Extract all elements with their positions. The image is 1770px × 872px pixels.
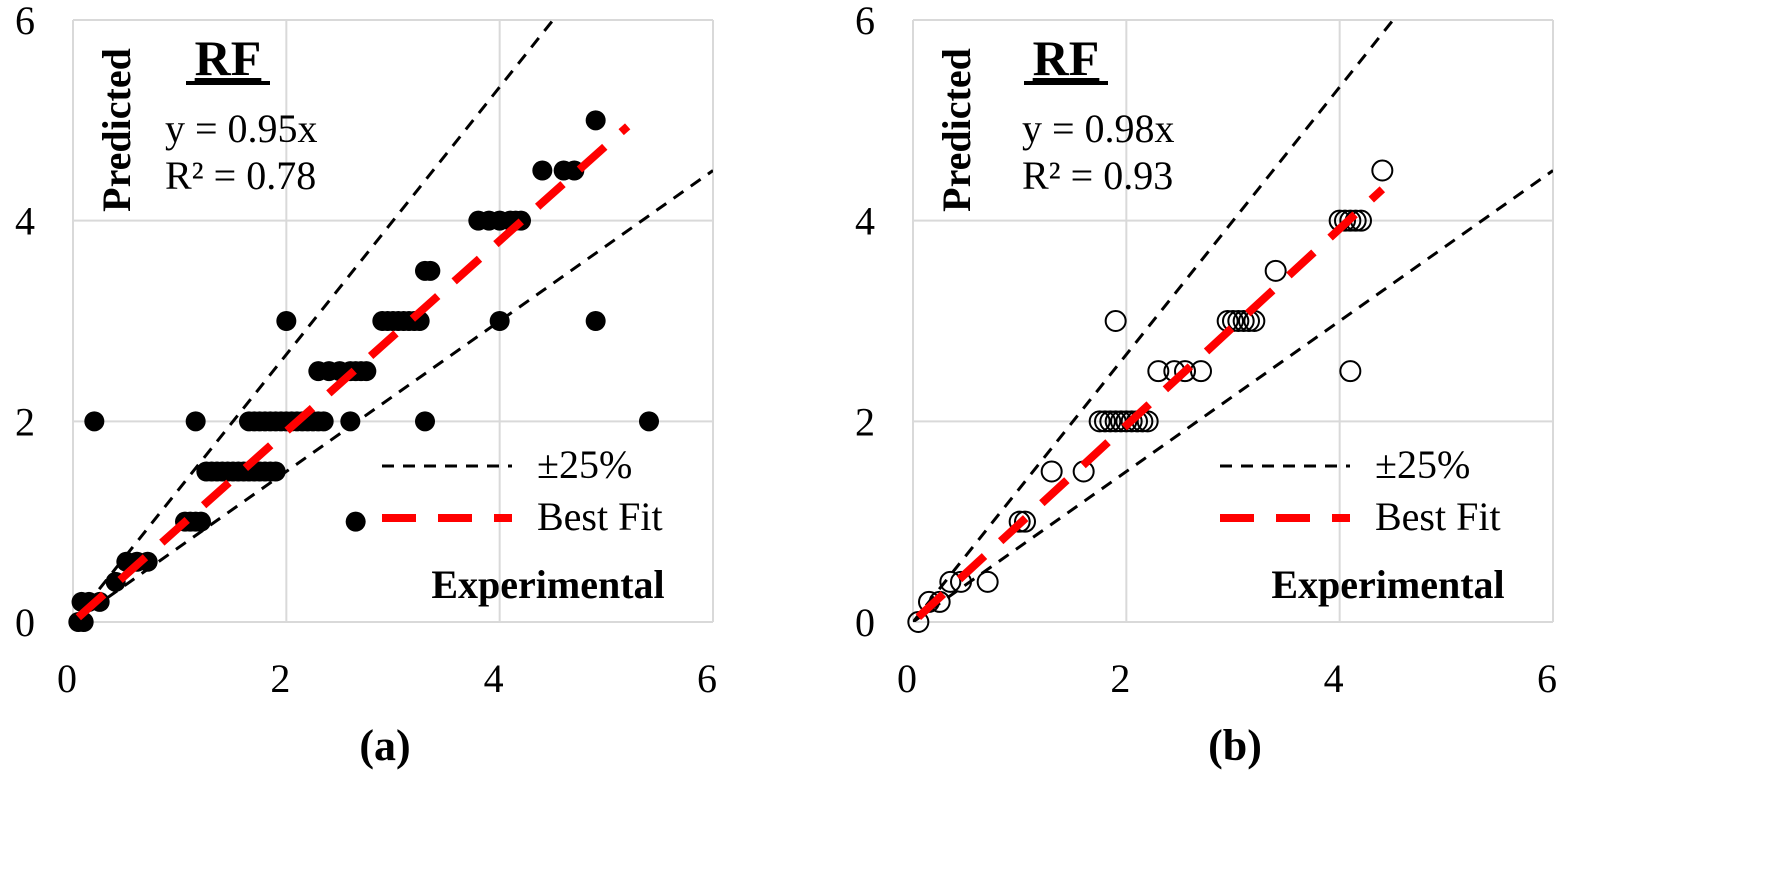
data-point [585,110,606,131]
data-point [1334,209,1356,232]
y-axis-label: Predicted [934,48,979,212]
bounds-lines [913,20,1553,622]
data-point [950,570,972,593]
data-point [939,570,962,593]
best-fit-line [75,123,631,621]
y-tick-label: 6 [855,0,875,43]
y-tick-label: 0 [855,600,875,645]
chart-title: RF [1033,30,1100,86]
data-point [84,411,105,432]
legend: ±25% Best Fit [1220,442,1501,539]
y-tick-label: 4 [855,199,875,244]
legend: ±25% Best Fit [382,442,663,539]
lower-bound-line [73,169,713,622]
data-point [313,411,334,432]
data-point [1040,460,1063,483]
data-point [1264,259,1287,282]
grid [912,19,1554,623]
data-point [1339,209,1362,232]
data-point [532,160,553,181]
y-tick-label: 6 [15,0,35,43]
data-point [489,311,510,331]
data-point [1008,510,1031,533]
y-axis-label: Predicted [94,48,139,212]
data-point [1174,360,1196,383]
data-point [185,411,206,432]
x-tick-label: 4 [1324,656,1344,701]
data-point [340,411,361,432]
upper-bound-line [913,20,1396,622]
best-fit-line [915,186,1386,621]
data-point [1014,510,1036,533]
data-point [1099,410,1122,433]
data-point [1104,310,1127,332]
chart-title: RF [195,30,262,86]
x-tick-label: 2 [270,656,290,701]
y-tick-label: 0 [15,600,35,645]
data-point [345,511,366,532]
data-point [1232,310,1255,332]
r-squared: R² = 0.78 [165,153,316,198]
bounds-lines [73,20,713,622]
y-tick-label: 4 [15,199,35,244]
points [68,110,659,632]
legend-label-bestfit: Best Fit [537,494,663,539]
data-point [265,461,286,482]
panel-label: (a) [359,721,410,770]
fit-equation: y = 0.95x [165,106,318,151]
legend-label-bounds: ±25% [1375,442,1470,487]
data-point [1147,360,1170,383]
data-point [356,361,377,382]
data-point [1120,410,1143,433]
lower-bound-line [913,169,1553,622]
data-point [1094,410,1116,433]
points [907,159,1394,633]
y-tick-label: 2 [855,399,875,444]
data-point [191,511,211,532]
x-tick-label: 6 [1537,656,1557,701]
x-tick-label: 6 [697,656,717,701]
data-point [1339,360,1362,383]
y-tick-label: 2 [15,399,35,444]
data-point [1088,410,1111,433]
x-tick-label: 4 [484,656,504,701]
x-axis-label: Experimental [1271,562,1504,607]
fit-equation: y = 0.98x [1022,106,1175,151]
data-point [585,311,606,331]
data-point [1371,159,1394,182]
r-squared: R² = 0.93 [1022,153,1173,198]
data-point [415,411,435,432]
data-point [276,311,297,331]
panel-label: (b) [1208,721,1262,770]
data-point [1227,310,1250,332]
legend-label-bounds: ±25% [537,442,632,487]
data-point [976,570,999,593]
data-point [639,411,659,432]
x-axis-label: Experimental [431,562,664,607]
legend-label-bestfit: Best Fit [1375,494,1501,539]
upper-bound-line [73,20,556,622]
x-tick-label: 2 [1110,656,1130,701]
data-point [1136,410,1159,433]
x-tick-label: 0 [897,656,917,701]
x-tick-label: 0 [57,656,77,701]
data-point [420,260,441,281]
